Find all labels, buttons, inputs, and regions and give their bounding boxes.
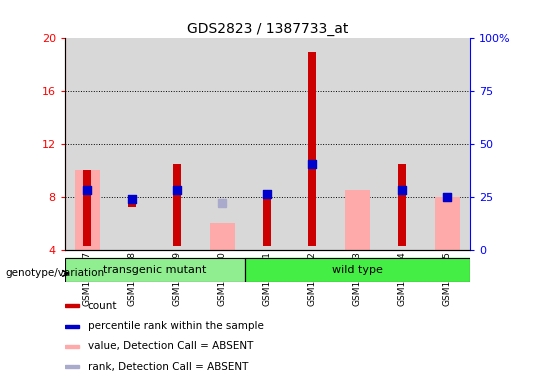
- Bar: [425, 38, 470, 250]
- Bar: [65, 324, 79, 328]
- Text: wild type: wild type: [332, 265, 383, 275]
- Bar: [83, 170, 91, 246]
- Point: [398, 187, 407, 193]
- Bar: [335, 38, 380, 250]
- Bar: [290, 38, 335, 250]
- Point: [173, 187, 181, 193]
- Bar: [399, 164, 406, 246]
- Bar: [65, 365, 79, 368]
- FancyBboxPatch shape: [65, 258, 245, 282]
- Text: percentile rank within the sample: percentile rank within the sample: [87, 321, 264, 331]
- Text: transgenic mutant: transgenic mutant: [103, 265, 206, 275]
- Bar: [129, 204, 136, 207]
- Bar: [245, 38, 290, 250]
- Point: [263, 191, 272, 197]
- Point: [128, 196, 137, 202]
- Bar: [380, 38, 425, 250]
- Bar: [155, 38, 200, 250]
- Point: [443, 194, 451, 200]
- Bar: [75, 170, 100, 250]
- Bar: [110, 38, 155, 250]
- Point: [308, 161, 316, 167]
- Bar: [65, 345, 79, 348]
- Text: genotype/variation: genotype/variation: [5, 268, 105, 278]
- Bar: [435, 197, 460, 250]
- Bar: [308, 51, 316, 246]
- Bar: [200, 38, 245, 250]
- Bar: [210, 223, 235, 250]
- Point: [218, 200, 227, 207]
- Title: GDS2823 / 1387733_at: GDS2823 / 1387733_at: [187, 22, 348, 36]
- Bar: [345, 190, 370, 250]
- Text: value, Detection Call = ABSENT: value, Detection Call = ABSENT: [87, 341, 253, 351]
- Bar: [65, 305, 79, 307]
- Point: [83, 187, 92, 193]
- Point: [83, 187, 92, 193]
- Text: count: count: [87, 301, 117, 311]
- Point: [443, 194, 451, 200]
- Bar: [173, 164, 181, 246]
- Text: rank, Detection Call = ABSENT: rank, Detection Call = ABSENT: [87, 362, 248, 372]
- FancyBboxPatch shape: [245, 258, 470, 282]
- Bar: [65, 38, 110, 250]
- Bar: [264, 193, 271, 246]
